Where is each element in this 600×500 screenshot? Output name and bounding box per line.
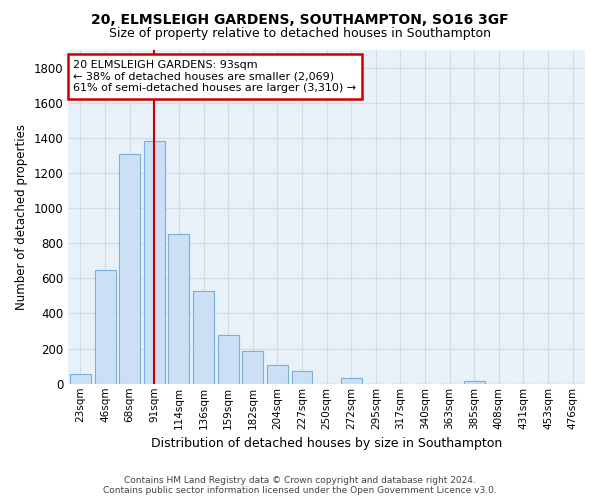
- Bar: [292, 372, 313, 384]
- Y-axis label: Number of detached properties: Number of detached properties: [15, 124, 28, 310]
- Bar: [242, 352, 263, 384]
- Bar: [95, 270, 116, 384]
- Bar: [144, 142, 165, 384]
- Text: 20 ELMSLEIGH GARDENS: 93sqm
← 38% of detached houses are smaller (2,069)
61% of : 20 ELMSLEIGH GARDENS: 93sqm ← 38% of det…: [73, 60, 356, 93]
- Text: Contains HM Land Registry data © Crown copyright and database right 2024.
Contai: Contains HM Land Registry data © Crown c…: [103, 476, 497, 495]
- Bar: [267, 366, 288, 384]
- Bar: [119, 154, 140, 384]
- Bar: [464, 381, 485, 384]
- Text: 20, ELMSLEIGH GARDENS, SOUTHAMPTON, SO16 3GF: 20, ELMSLEIGH GARDENS, SOUTHAMPTON, SO16…: [91, 12, 509, 26]
- Bar: [193, 290, 214, 384]
- Bar: [341, 378, 362, 384]
- Text: Size of property relative to detached houses in Southampton: Size of property relative to detached ho…: [109, 28, 491, 40]
- Bar: [169, 234, 190, 384]
- X-axis label: Distribution of detached houses by size in Southampton: Distribution of detached houses by size …: [151, 437, 502, 450]
- Bar: [70, 374, 91, 384]
- Bar: [218, 334, 239, 384]
